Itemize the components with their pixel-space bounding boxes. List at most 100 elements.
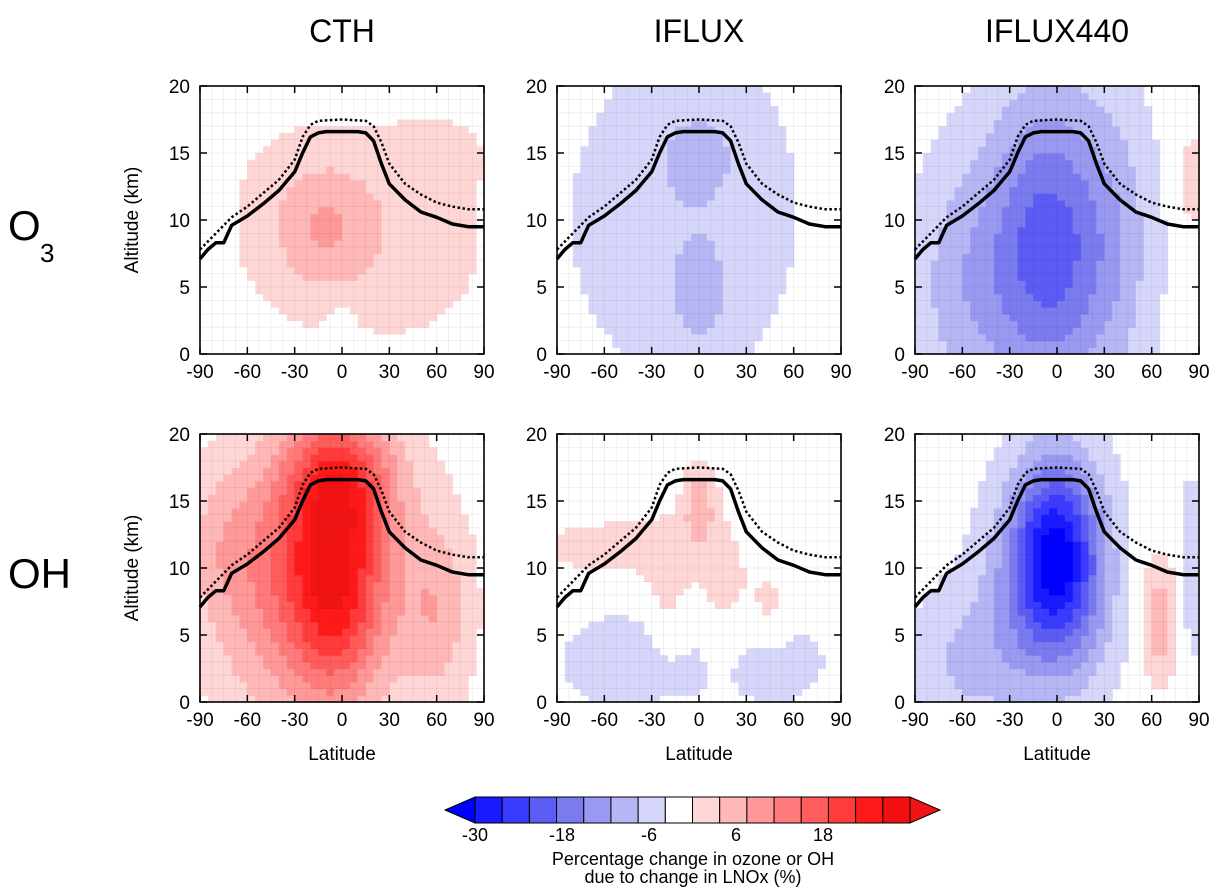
heatmap-cell <box>452 199 461 208</box>
heatmap-cell <box>239 581 248 589</box>
y-tick-label: 5 <box>179 626 190 647</box>
heatmap-cell <box>278 568 288 576</box>
heatmap-cell <box>365 193 375 201</box>
heatmap-cell <box>683 280 692 288</box>
heatmap-cell <box>334 260 343 268</box>
heatmap-cell <box>405 688 414 696</box>
heatmap-cell <box>278 608 288 616</box>
heatmap-cell <box>691 213 700 221</box>
heatmap-cell <box>628 340 637 348</box>
heatmap-cell <box>420 561 430 569</box>
heatmap-cell <box>318 554 327 562</box>
heatmap-cell <box>1112 246 1121 255</box>
heatmap-cell <box>1120 206 1129 214</box>
heatmap-cell <box>938 220 948 228</box>
heatmap-cell <box>1143 206 1153 214</box>
heatmap-cell <box>1088 92 1098 100</box>
heatmap-cell <box>1017 166 1027 174</box>
heatmap-cell <box>620 641 629 649</box>
heatmap-cell <box>428 655 438 663</box>
heatmap-cell <box>580 273 590 281</box>
heatmap-cell <box>1120 233 1129 241</box>
heatmap-cell <box>785 220 795 228</box>
heatmap-cell <box>730 119 740 127</box>
heatmap-cell <box>978 320 987 328</box>
heatmap-cell <box>580 166 590 174</box>
heatmap-cell <box>1120 226 1129 234</box>
heatmap-cell <box>397 280 406 288</box>
heatmap-cell <box>428 460 438 469</box>
heatmap-cell <box>373 166 383 174</box>
heatmap-cell <box>970 126 979 134</box>
heatmap-cell <box>620 661 629 670</box>
heatmap-cell <box>706 253 716 261</box>
heatmap-cell <box>318 628 327 636</box>
x-tick-label: 90 <box>830 362 851 383</box>
heatmap-cell <box>651 668 661 676</box>
heatmap-cell <box>326 554 335 562</box>
heatmap-cell <box>263 494 272 502</box>
heatmap-cell <box>699 233 708 241</box>
heatmap-field <box>239 119 485 335</box>
heatmap-cell <box>326 467 335 475</box>
heatmap-cell <box>1025 99 1034 107</box>
heatmap-cell <box>405 173 414 181</box>
heatmap-cell <box>405 132 414 141</box>
heatmap-cell <box>231 480 241 489</box>
heatmap-cell <box>1064 86 1074 94</box>
heatmap-cell <box>612 313 621 322</box>
heatmap-cell <box>405 320 414 328</box>
heatmap-cell <box>215 527 225 536</box>
y-tick-label: 20 <box>884 77 905 98</box>
heatmap-cell <box>612 635 621 643</box>
heatmap-cell <box>588 561 598 569</box>
heatmap-cell <box>278 233 288 241</box>
heatmap-cell <box>389 541 398 549</box>
heatmap-cell <box>255 628 264 636</box>
heatmap-cell <box>620 99 629 107</box>
heatmap-cell <box>1143 266 1153 275</box>
heatmap-cell <box>1009 126 1019 134</box>
heatmap-cell <box>612 534 621 542</box>
heatmap-cell <box>294 440 304 448</box>
heatmap-cell <box>405 206 414 214</box>
heatmap-cell <box>683 287 692 295</box>
heatmap-cell <box>770 273 779 281</box>
heatmap-cell <box>231 501 241 509</box>
heatmap-cell <box>915 347 924 355</box>
heatmap-cell <box>746 92 755 100</box>
heatmap-cell <box>620 675 629 683</box>
heatmap-cell <box>389 574 398 582</box>
heatmap-cell <box>294 186 304 194</box>
heatmap-cell <box>357 648 367 656</box>
heatmap-cell <box>381 213 390 221</box>
heatmap-cell <box>596 153 605 161</box>
heatmap-cell <box>476 153 485 161</box>
heatmap-cell <box>915 233 924 241</box>
heatmap-cell <box>444 166 454 174</box>
heatmap-cell <box>612 266 621 275</box>
heatmap-cell <box>777 153 787 161</box>
heatmap-cell <box>1049 166 1058 174</box>
heatmap-cell <box>436 554 446 562</box>
heatmap-cell <box>1128 220 1137 228</box>
heatmap-cell <box>334 467 343 475</box>
heatmap-cell <box>572 233 582 241</box>
heatmap-cell <box>604 246 613 255</box>
heatmap-cell <box>389 695 398 703</box>
heatmap-cell <box>1080 126 1090 134</box>
heatmap-cell <box>397 614 406 623</box>
heatmap-cell <box>397 213 406 221</box>
heatmap-cell <box>1049 179 1058 188</box>
heatmap-cell <box>286 467 296 475</box>
heatmap-cell <box>420 293 430 301</box>
heatmap-cell <box>215 635 225 643</box>
heatmap-cell <box>978 106 987 114</box>
heatmap-cell <box>326 681 335 690</box>
heatmap-cell <box>278 501 288 509</box>
heatmap-cell <box>635 139 645 147</box>
heatmap-cell <box>231 688 241 696</box>
heatmap-cell <box>294 574 304 582</box>
heatmap-cell <box>1072 99 1082 107</box>
heatmap-cell <box>770 280 779 288</box>
